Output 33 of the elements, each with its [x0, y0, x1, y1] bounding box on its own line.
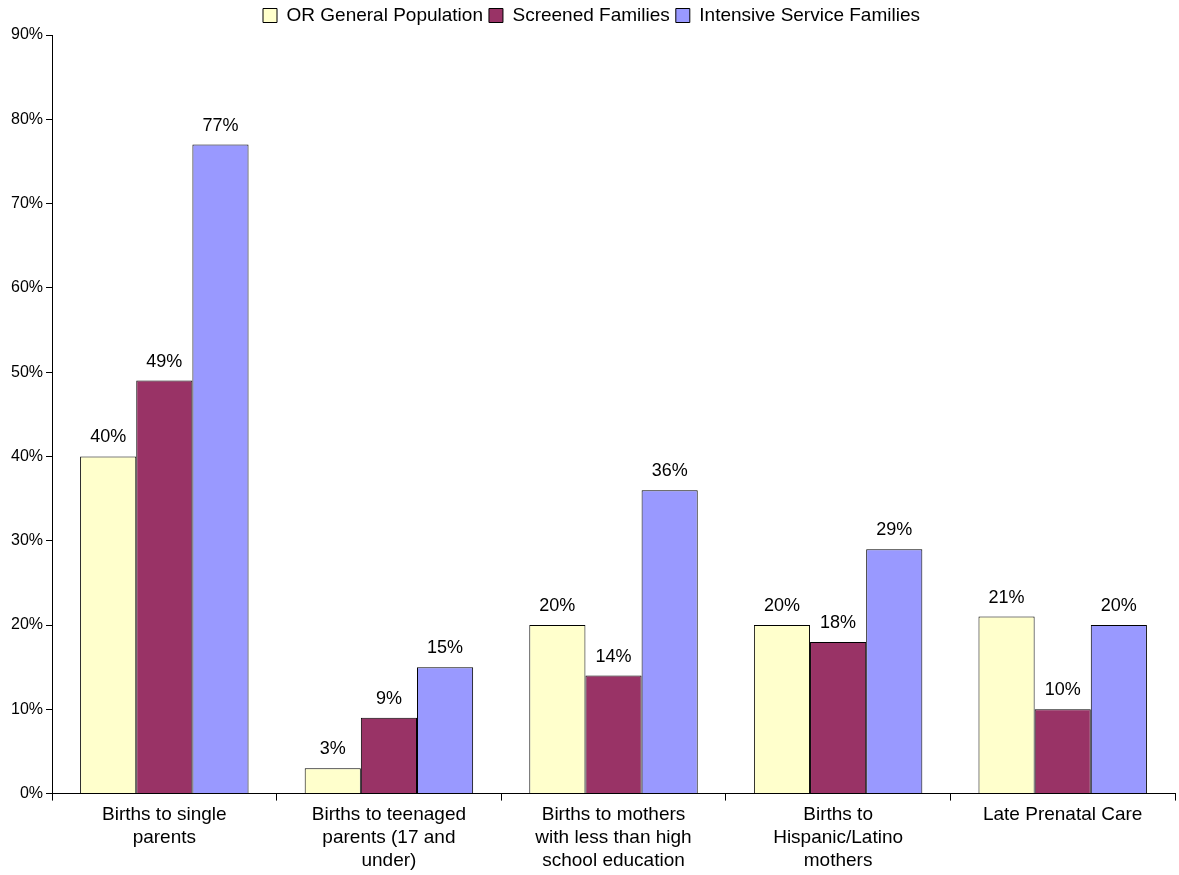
- data-label: 77%: [202, 114, 239, 135]
- data-label: 21%: [988, 586, 1025, 607]
- y-tick-label: 30%: [10, 531, 44, 549]
- y-tick-label: 60%: [10, 278, 44, 296]
- data-label: 15%: [427, 637, 464, 658]
- y-tick-label: 10%: [10, 699, 44, 717]
- x-tick-label: Late Prenatal Care: [982, 803, 1143, 825]
- data-label: 29%: [876, 519, 913, 540]
- data-label: 36%: [651, 460, 688, 481]
- data-label: 49%: [146, 350, 183, 371]
- y-tick-label: 90%: [10, 25, 44, 43]
- y-tick-label: 50%: [10, 362, 44, 380]
- legend-label: Screened Families: [512, 3, 670, 25]
- data-label: 40%: [90, 426, 127, 447]
- y-tick-label: 80%: [10, 109, 44, 127]
- data-label: 20%: [1100, 594, 1137, 615]
- data-label: 9%: [375, 687, 402, 708]
- x-tick-label: Births to mothers with less than high school education: [534, 803, 692, 870]
- y-tick-label: 40%: [10, 446, 44, 464]
- data-label: 10%: [1044, 679, 1081, 700]
- data-label: 3%: [319, 738, 346, 759]
- data-label: 20%: [763, 594, 800, 615]
- legend-label: Intensive Service Families: [699, 3, 920, 25]
- y-tick-label: 70%: [10, 193, 44, 211]
- y-tick-label: 0%: [19, 784, 44, 802]
- x-tick-label: Births to single parents: [102, 803, 227, 848]
- legend-label: OR General Population: [286, 3, 483, 25]
- x-tick-label: Births to Hispanic/Latino mothers: [773, 803, 904, 870]
- data-label: 18%: [820, 611, 857, 632]
- data-label: 14%: [595, 645, 632, 666]
- y-tick-label: 20%: [10, 615, 44, 633]
- data-label: 20%: [539, 594, 576, 615]
- x-tick-label: Births to teenaged parents (17 and under): [311, 803, 467, 870]
